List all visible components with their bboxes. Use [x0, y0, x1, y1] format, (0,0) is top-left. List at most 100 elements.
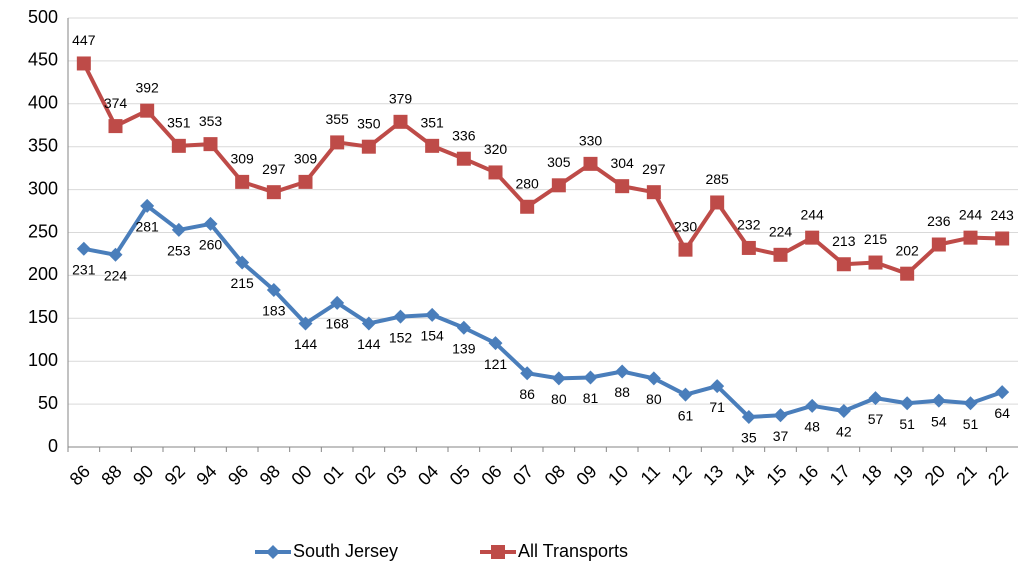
data-label: 281 — [135, 219, 159, 235]
y-tick-label: 500 — [28, 7, 58, 27]
data-label: 202 — [895, 242, 919, 258]
data-label: 37 — [773, 428, 789, 444]
data-label: 139 — [452, 340, 476, 356]
x-tick-label: 08 — [541, 461, 569, 489]
data-label: 297 — [642, 161, 666, 177]
x-tick-label: 18 — [857, 461, 885, 489]
x-tick-label: 92 — [161, 461, 189, 489]
data-label: 243 — [990, 207, 1014, 223]
x-tick-label: 90 — [129, 461, 157, 489]
data-label: 353 — [199, 113, 223, 129]
x-tick-label: 86 — [66, 461, 94, 489]
data-label: 304 — [610, 155, 634, 171]
x-tick-label: 02 — [351, 461, 379, 489]
data-label: 232 — [737, 217, 761, 233]
data-label: 213 — [832, 233, 856, 249]
data-label: 253 — [167, 243, 191, 259]
x-tick-label: 03 — [382, 461, 410, 489]
data-label: 260 — [199, 237, 223, 253]
marker — [646, 185, 661, 200]
marker — [963, 230, 978, 245]
data-label: 183 — [262, 303, 286, 319]
y-tick-label: 350 — [28, 135, 58, 155]
marker — [773, 408, 788, 423]
marker — [615, 179, 630, 194]
marker — [393, 309, 408, 324]
data-label: 152 — [389, 329, 413, 345]
marker — [298, 174, 313, 189]
marker — [963, 396, 978, 411]
marker — [140, 103, 155, 118]
x-tick-label: 09 — [572, 461, 600, 489]
marker — [266, 185, 281, 200]
data-label: 80 — [551, 391, 567, 407]
marker — [203, 137, 218, 152]
x-tick-label: 88 — [97, 461, 125, 489]
y-tick-label: 400 — [28, 93, 58, 113]
marker — [646, 371, 661, 386]
data-label: 81 — [583, 390, 599, 406]
marker — [836, 257, 851, 272]
marker — [520, 366, 535, 381]
marker — [361, 316, 376, 331]
marker — [615, 364, 630, 379]
x-tick-label: 07 — [509, 461, 537, 489]
marker — [491, 545, 505, 559]
data-label: 244 — [800, 206, 824, 222]
data-label: 244 — [959, 206, 983, 222]
y-tick-label: 100 — [28, 350, 58, 370]
marker — [425, 307, 440, 322]
x-tick-label: 10 — [604, 461, 632, 489]
marker — [583, 370, 598, 385]
x-tick-label: 04 — [414, 461, 442, 489]
marker — [805, 398, 820, 413]
y-tick-label: 50 — [38, 393, 58, 413]
x-tick-label: 05 — [446, 461, 474, 489]
marker — [488, 336, 503, 351]
x-tick-label: 12 — [667, 461, 695, 489]
x-tick-label: 20 — [921, 461, 949, 489]
data-label: 309 — [294, 151, 318, 167]
data-label: 336 — [452, 127, 476, 143]
data-label: 350 — [357, 115, 381, 131]
data-label: 320 — [484, 141, 508, 157]
marker — [266, 545, 280, 559]
x-tick-label: 96 — [224, 461, 252, 489]
data-label: 224 — [104, 268, 128, 284]
data-label: 64 — [994, 405, 1010, 421]
data-label: 355 — [325, 111, 349, 127]
marker — [900, 266, 915, 281]
data-label: 42 — [836, 424, 852, 440]
marker — [361, 139, 376, 154]
data-label: 51 — [963, 416, 979, 432]
data-label: 374 — [104, 95, 128, 111]
data-label: 215 — [230, 275, 254, 291]
marker — [773, 247, 788, 262]
data-label: 280 — [515, 175, 539, 191]
marker — [900, 396, 915, 411]
data-label: 330 — [579, 133, 603, 149]
marker — [836, 403, 851, 418]
data-label: 285 — [705, 171, 729, 187]
data-label: 297 — [262, 161, 286, 177]
data-label: 88 — [614, 384, 630, 400]
data-label: 71 — [709, 399, 725, 415]
data-label: 230 — [674, 218, 698, 234]
legend-label: All Transports — [518, 541, 628, 561]
data-label: 168 — [325, 316, 349, 332]
marker — [805, 230, 820, 245]
marker — [710, 379, 725, 394]
data-label: 351 — [167, 115, 191, 131]
marker — [76, 241, 91, 256]
data-label: 231 — [72, 262, 96, 278]
data-label: 215 — [864, 231, 888, 247]
data-label: 86 — [519, 386, 535, 402]
y-tick-label: 250 — [28, 221, 58, 241]
marker — [741, 409, 756, 424]
marker — [741, 240, 756, 255]
data-label: 144 — [357, 336, 381, 352]
marker — [76, 56, 91, 71]
data-label: 54 — [931, 413, 947, 429]
marker — [330, 295, 345, 310]
